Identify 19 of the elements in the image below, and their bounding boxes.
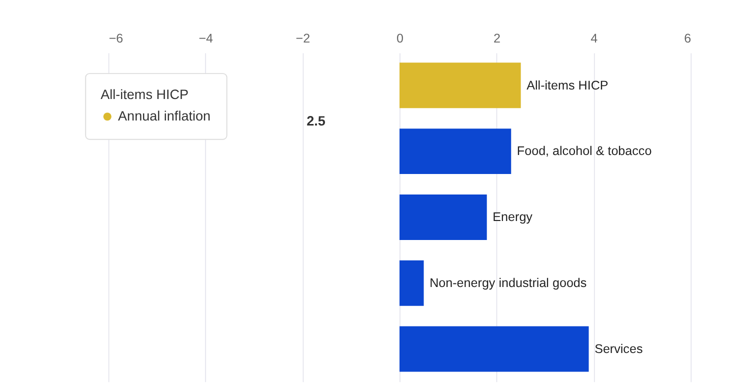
x-tick-label: −4 (198, 32, 214, 46)
x-tick-label: 2 (494, 32, 501, 46)
y-tick-label: Food, alcohol & tobacco (516, 144, 652, 158)
bar (400, 62, 521, 108)
x-tick-label: 0 (396, 32, 404, 46)
x-tick-label: 4 (590, 32, 598, 46)
y-tick-label: Services (594, 342, 643, 356)
bar (400, 260, 424, 306)
x-tick-label: 6 (684, 32, 692, 46)
y-tick-label: Non-energy industrial goods (430, 276, 587, 290)
bar (400, 128, 512, 174)
x-tick-label: −2 (296, 32, 310, 46)
annotation: 2.5 (306, 113, 326, 128)
y-tick-label: Energy (492, 210, 534, 224)
bar (400, 194, 487, 240)
x-tick-label: −6 (108, 32, 124, 46)
bar (400, 326, 589, 372)
legend-label: Annual inflation (118, 108, 211, 124)
legend-title: All-items HICP (100, 87, 189, 102)
